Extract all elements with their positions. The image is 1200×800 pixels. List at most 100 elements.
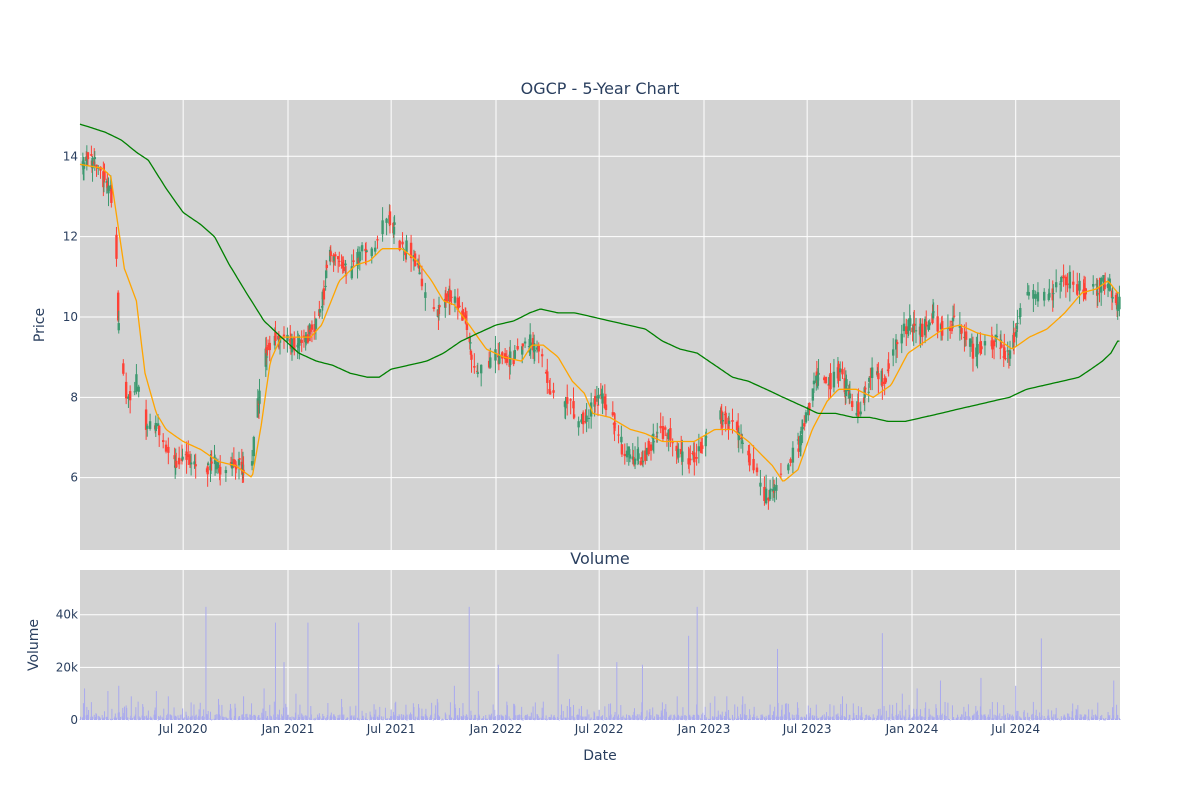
- price-y-tick-label: 10: [63, 310, 78, 324]
- volume-bar: [661, 713, 663, 720]
- volume-bar: [517, 718, 519, 720]
- volume-bar: [1020, 717, 1022, 720]
- volume-bar: [225, 716, 227, 720]
- volume-bar: [255, 719, 257, 721]
- volume-bar: [251, 715, 253, 720]
- volume-bar: [334, 716, 336, 720]
- volume-bar: [788, 712, 790, 720]
- volume-bar: [849, 719, 851, 721]
- volume-bar: [145, 716, 147, 720]
- volume-bar: [1021, 719, 1023, 720]
- candle-body: [158, 425, 161, 436]
- volume-bar: [177, 715, 179, 720]
- candle-body: [320, 306, 324, 308]
- candle-body: [148, 421, 152, 429]
- volume-bar: [170, 715, 172, 720]
- volume-bar: [194, 718, 196, 720]
- volume-bar: [457, 719, 459, 721]
- volume-bar: [584, 716, 586, 720]
- volume-bar: [454, 704, 456, 720]
- candle-body: [796, 439, 800, 441]
- volume-bar: [877, 715, 879, 720]
- volume-bar: [729, 718, 731, 720]
- volume-bar: [1059, 719, 1061, 720]
- volume-bar: [82, 717, 84, 720]
- candle-body: [308, 324, 311, 335]
- volume-bar: [1060, 719, 1062, 721]
- volume-bar: [505, 715, 507, 720]
- candle-body: [870, 367, 874, 378]
- volume-bar: [1040, 719, 1042, 721]
- candle-body: [181, 456, 184, 460]
- volume-bar: [569, 698, 571, 720]
- volume-bar: [806, 714, 808, 720]
- volume-bar: [174, 715, 176, 720]
- volume-bar: [107, 691, 109, 720]
- volume-bar: [526, 717, 528, 720]
- volume-bar: [433, 718, 435, 720]
- candle-body: [727, 420, 731, 424]
- volume-bar: [411, 714, 413, 720]
- volume-bar: [1108, 716, 1110, 720]
- volume-bar: [980, 677, 982, 720]
- volume-bar: [793, 715, 795, 720]
- volume-bar: [317, 714, 319, 720]
- volume-bar: [405, 704, 407, 720]
- volume-bar: [592, 718, 594, 720]
- volume-bar: [786, 703, 788, 720]
- candle-body: [941, 321, 944, 336]
- volume-bar: [434, 713, 436, 720]
- volume-bar: [219, 715, 221, 720]
- volume-bar: [741, 717, 743, 720]
- volume-bar: [1096, 715, 1098, 720]
- volume-bar: [558, 719, 560, 721]
- candle-body: [587, 417, 591, 419]
- volume-bar: [720, 715, 722, 720]
- volume-bar: [933, 718, 935, 720]
- volume-bar: [178, 718, 180, 720]
- volume-bar: [713, 718, 715, 720]
- volume-bar: [952, 718, 954, 720]
- candle-body: [540, 354, 544, 357]
- volume-bar: [904, 719, 906, 721]
- volume-bar: [698, 715, 700, 720]
- volume-bar: [217, 714, 219, 720]
- volume-bar: [828, 717, 830, 720]
- candle-body: [902, 323, 906, 332]
- volume-bar: [936, 715, 938, 720]
- volume-bar: [1087, 719, 1089, 721]
- volume-bar: [706, 718, 708, 720]
- candle-body: [1110, 290, 1114, 298]
- volume-bar: [187, 716, 189, 720]
- candle-body: [325, 264, 328, 269]
- volume-bar: [458, 717, 460, 720]
- volume-bar: [298, 717, 300, 720]
- volume-bar: [632, 718, 634, 720]
- volume-bar: [749, 714, 751, 720]
- candle-body: [1092, 284, 1095, 287]
- volume-plot-area: [80, 570, 1120, 720]
- volume-bar: [704, 706, 706, 720]
- volume-bar: [999, 719, 1001, 720]
- volume-bar: [629, 717, 631, 720]
- volume-bar: [791, 714, 793, 720]
- volume-bar: [732, 719, 734, 721]
- volume-bar: [777, 702, 779, 720]
- volume-bar: [494, 716, 496, 720]
- volume-bar: [550, 717, 552, 720]
- volume-bar: [282, 716, 284, 720]
- volume-bar: [738, 718, 740, 720]
- candle-body: [133, 391, 136, 393]
- candle-body: [1102, 275, 1105, 282]
- volume-bar: [653, 716, 655, 720]
- price-grid: [80, 155, 1120, 479]
- volume-bar: [845, 703, 847, 720]
- volume-bar: [712, 717, 714, 720]
- volume-bar: [414, 719, 416, 721]
- volume-bar: [859, 715, 861, 720]
- volume-bar: [123, 706, 125, 720]
- candle-body: [921, 323, 924, 337]
- volume-bar: [895, 715, 897, 720]
- candle-body: [1034, 294, 1037, 299]
- candle-body: [597, 395, 600, 399]
